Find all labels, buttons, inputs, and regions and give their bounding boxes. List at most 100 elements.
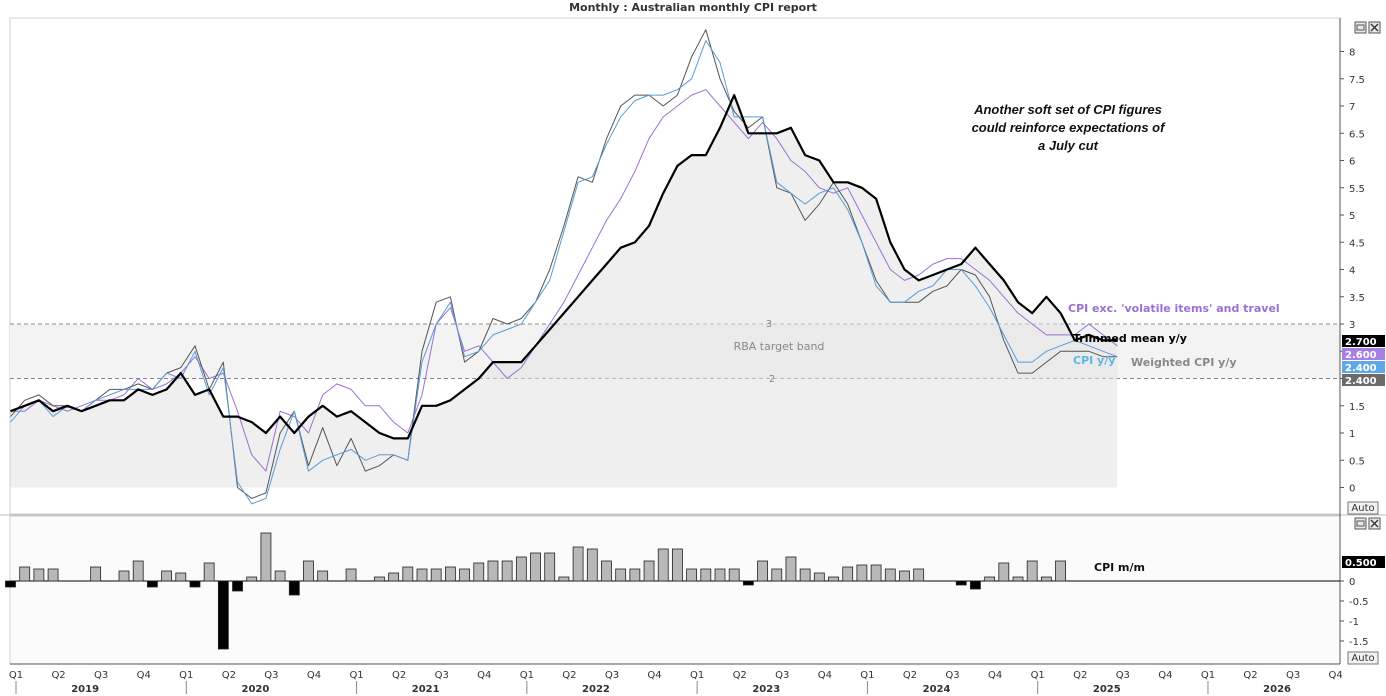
x-quarter-label: Q2	[1243, 670, 1257, 681]
x-quarter-label: Q3	[435, 670, 449, 681]
mm-bar	[1012, 576, 1024, 582]
x-quarter-label: Q4	[137, 670, 151, 681]
y-tick-label: 6	[1349, 157, 1355, 168]
mm-bar	[842, 566, 854, 582]
mm-bar	[132, 560, 144, 582]
mm-bar	[771, 568, 783, 582]
mm-bar	[19, 566, 31, 582]
y-tick-label: 1.5	[1349, 402, 1365, 413]
auto-button-label: Auto	[1351, 503, 1374, 514]
mm-bar	[828, 576, 839, 582]
x-quarter-label: Q1	[1031, 670, 1045, 681]
x-quarter-label: Q2	[1073, 670, 1087, 681]
mm-bar	[374, 576, 385, 582]
x-year-label: 2020	[241, 684, 269, 695]
mm-bar	[970, 580, 981, 590]
chart-title: Monthly : Australian monthly CPI report	[569, 1, 817, 14]
y-tick-lower-label: -1	[1349, 617, 1359, 628]
x-year-label: 2021	[412, 684, 440, 695]
mm-bar	[657, 548, 669, 582]
mm-bar	[813, 572, 825, 582]
mm-bar	[5, 580, 16, 588]
x-quarter-label: Q2	[562, 670, 576, 681]
x-quarter-label: Q1	[860, 670, 874, 681]
x-quarter-label: Q1	[1201, 670, 1215, 681]
mm-bar	[232, 580, 243, 592]
x-quarter-label: Q4	[307, 670, 321, 681]
mm-bar	[203, 562, 215, 582]
mm-bar	[572, 546, 584, 582]
mm-bar	[884, 568, 896, 582]
mm-bar	[1026, 560, 1038, 582]
auto-button-lower-label: Auto	[1351, 653, 1374, 664]
mm-bar	[544, 552, 556, 582]
close-icon-lower[interactable]	[1368, 517, 1381, 530]
mm-bar	[728, 568, 740, 582]
x-quarter-label: Q1	[520, 670, 534, 681]
last-value-label: 2.700	[1345, 337, 1377, 348]
mm-bar	[118, 570, 130, 582]
x-quarter-label: Q4	[1158, 670, 1172, 681]
restore-icon[interactable]	[1354, 21, 1367, 34]
last-value-tag	[1342, 348, 1385, 360]
mm-bar	[984, 576, 996, 582]
x-quarter-label: Q1	[179, 670, 193, 681]
x-quarter-label: Q1	[690, 670, 704, 681]
mm-bar	[615, 568, 627, 582]
y-tick-lower-label: 0	[1349, 577, 1355, 588]
mm-bar	[1040, 576, 1052, 582]
x-quarter-label: Q3	[1286, 670, 1300, 681]
close-icon[interactable]	[1368, 21, 1381, 34]
mm-bar	[246, 576, 258, 582]
x-quarter-label: Q3	[264, 670, 278, 681]
x-year-label: 2025	[1093, 684, 1121, 695]
weighted-cpi-line	[10, 29, 1118, 499]
mm-bar	[345, 568, 357, 582]
x-quarter-label: Q3	[1116, 670, 1130, 681]
auto-button-lower[interactable]: Auto	[1347, 651, 1379, 665]
mm-bar	[175, 572, 187, 582]
mm-bar	[47, 568, 59, 582]
y-tick-label: 5	[1349, 211, 1355, 222]
legend-weighted: Weighted CPI y/y	[1131, 356, 1237, 369]
mm-bar	[260, 532, 272, 582]
mm-bar	[416, 568, 428, 582]
x-quarter-label: Q2	[222, 670, 236, 681]
restore-icon-lower[interactable]	[1354, 517, 1367, 530]
y-tick-label: 7.5	[1349, 75, 1365, 86]
mm-bar	[90, 566, 102, 582]
mm-bar	[686, 568, 698, 582]
x-quarter-label: Q3	[94, 670, 108, 681]
mm-bar	[742, 580, 754, 586]
mm-bar	[33, 568, 45, 582]
x-quarter-label: Q2	[51, 670, 65, 681]
mm-bar	[586, 548, 598, 582]
y-tick-label: 5.5	[1349, 184, 1365, 195]
mm-bar	[473, 562, 485, 582]
y-tick-label: 8	[1349, 48, 1355, 59]
mm-bar	[487, 560, 499, 582]
auto-button[interactable]: Auto	[1347, 501, 1379, 515]
mm-bar	[388, 572, 400, 582]
x-quarter-label: Q1	[349, 670, 363, 681]
last-value-tag	[1342, 361, 1385, 373]
mm-bar	[643, 560, 655, 582]
mm-bar	[913, 568, 925, 582]
x-year-label: 2022	[582, 684, 610, 695]
x-quarter-label: Q1	[9, 670, 23, 681]
last-value-label: 0.500	[1345, 558, 1377, 569]
x-quarter-label: Q3	[775, 670, 789, 681]
band-lower-label: 2	[769, 374, 775, 385]
x-quarter-label: Q2	[903, 670, 917, 681]
mm-bar	[501, 560, 513, 582]
band-upper-label: 3	[766, 319, 772, 330]
mm-bar	[998, 562, 1010, 582]
last-value-tag	[1342, 335, 1385, 347]
legend-exvol: CPI exc. 'volatile items' and travel	[1068, 302, 1280, 315]
mm-bar	[530, 552, 541, 582]
y-tick-lower-label: -0.5	[1349, 597, 1369, 608]
x-year-label: 2023	[752, 684, 780, 695]
annotation-text: Another soft set of CPI figures could re…	[971, 102, 1165, 153]
x-year-label: 2024	[923, 684, 951, 695]
